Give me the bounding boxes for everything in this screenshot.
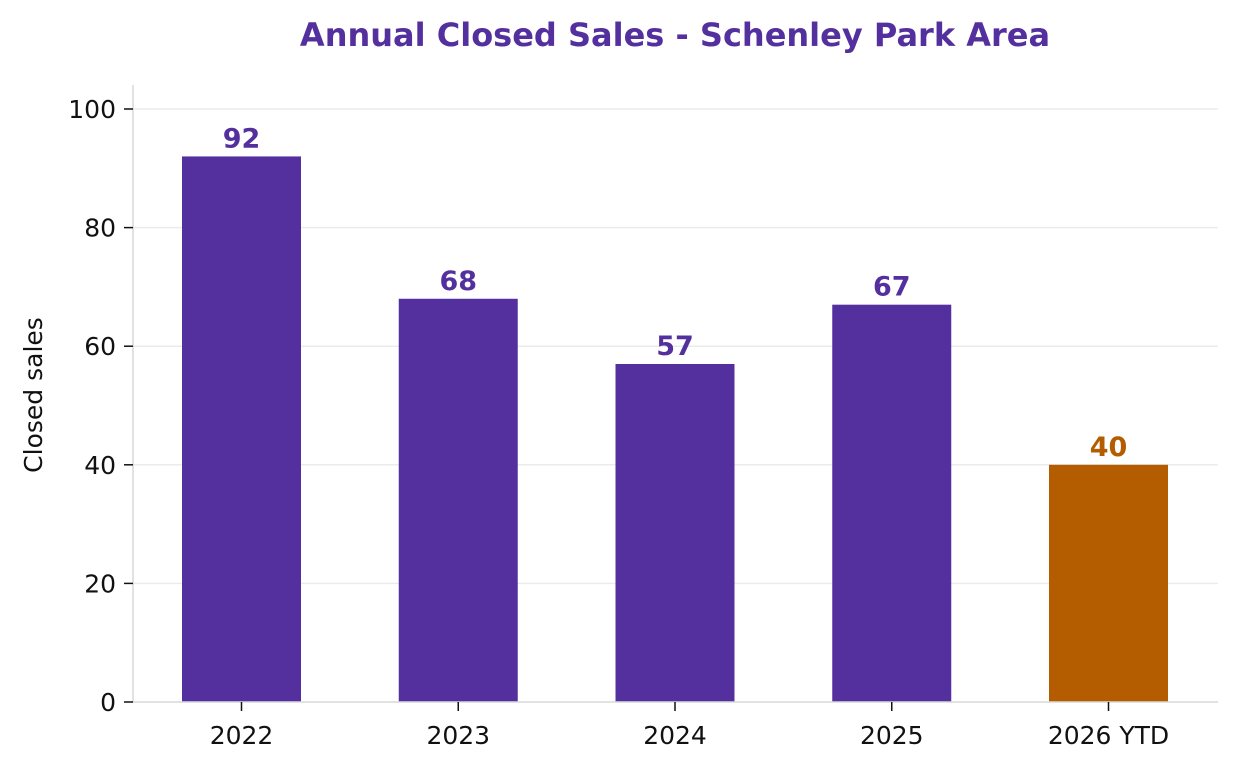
tick-labels: 0 20 40 60 80 100 2022 2023 2024 2025 2026 YTD (68, 95, 1169, 750)
data-label: 67 (873, 272, 911, 303)
y-tick-label: 40 (84, 451, 116, 480)
bar (1049, 464, 1168, 702)
bars (182, 156, 1168, 702)
y-tick-label: 80 (84, 214, 116, 243)
y-axis-label: Closed sales (19, 317, 48, 473)
bar (182, 156, 301, 702)
bar (832, 304, 952, 702)
y-tick-label: 0 (100, 688, 116, 717)
x-tick-label: 2026 YTD (1048, 721, 1169, 750)
data-label: 40 (1090, 432, 1128, 463)
bar (615, 363, 735, 702)
y-tick-label: 60 (84, 332, 116, 361)
data-labels: 92 68 57 67 40 (223, 123, 1128, 462)
x-tick-label: 2024 (643, 721, 707, 750)
x-tick-label: 2023 (426, 721, 490, 750)
gridlines (133, 108, 1218, 585)
y-tick-label: 100 (68, 95, 116, 124)
x-tick-label: 2022 (210, 721, 274, 750)
y-tick-label: 20 (84, 569, 116, 598)
data-label: 57 (656, 331, 694, 362)
x-tick-label: 2025 (860, 721, 924, 750)
chart-title: Annual Closed Sales - Schenley Park Area (300, 16, 1050, 54)
bar (398, 298, 518, 702)
data-label: 92 (223, 123, 261, 154)
data-label: 68 (439, 266, 477, 297)
